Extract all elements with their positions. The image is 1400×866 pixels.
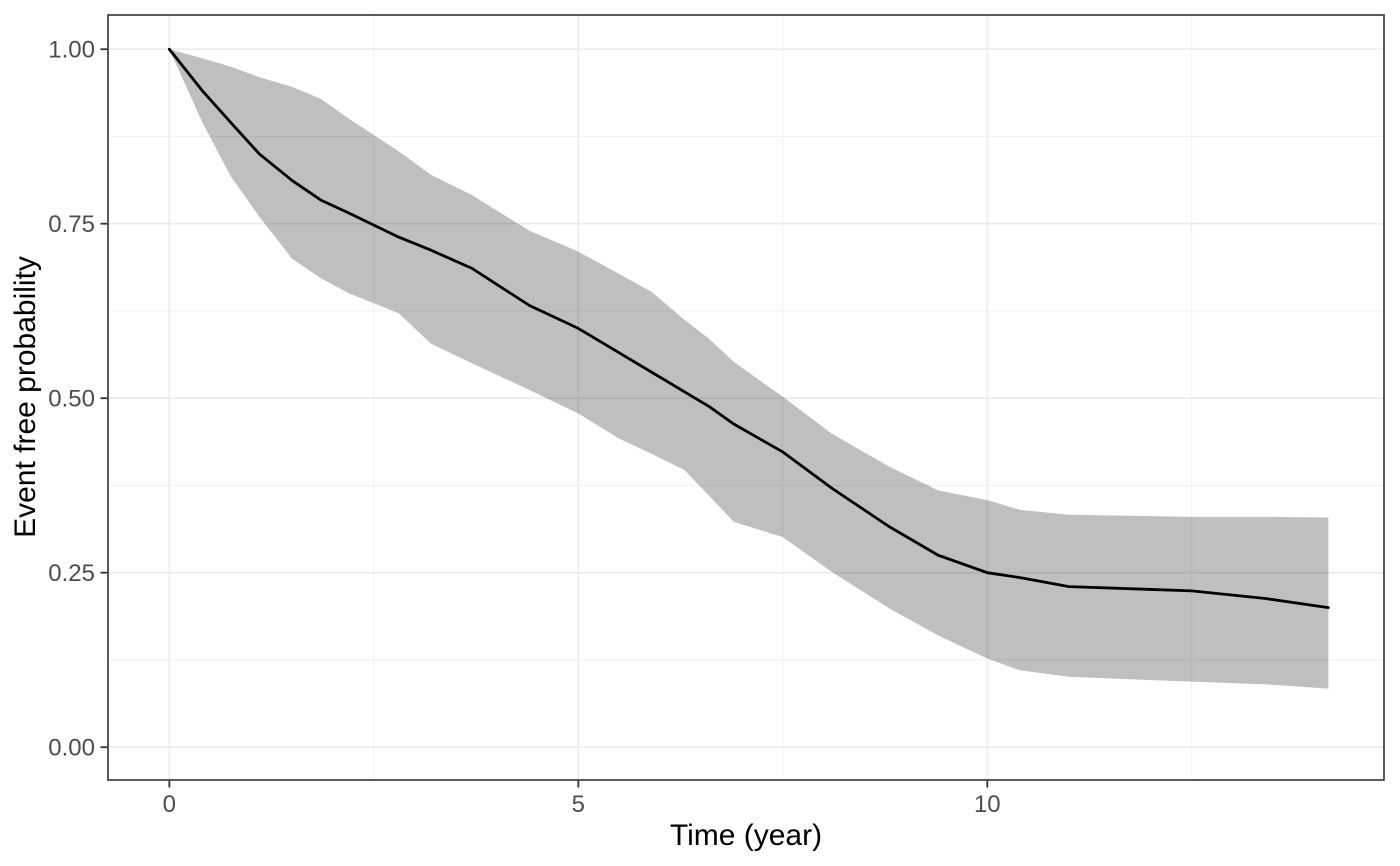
y-tick-label: 0.25 [48, 560, 95, 587]
x-tick-label: 5 [572, 791, 585, 818]
y-tick-label: 0.75 [48, 211, 95, 238]
y-tick-label: 0.00 [48, 735, 95, 762]
y-tick-label: 0.50 [48, 386, 95, 413]
x-axis-title: Time (year) [669, 819, 823, 852]
y-tick-label: 1.00 [48, 37, 95, 64]
gridlines [108, 15, 1384, 780]
y-axis-title: Event free probability [9, 256, 42, 538]
x-tick-label: 0 [163, 791, 176, 818]
x-tick-label: 10 [974, 791, 1001, 818]
confidence-ribbon [169, 49, 1329, 689]
axis-ticks: 0 5 10 0.00 0.25 0.50 0.75 1.00 [48, 37, 1000, 818]
panel-border [107, 14, 1385, 781]
survival-curve [167, 47, 1330, 609]
